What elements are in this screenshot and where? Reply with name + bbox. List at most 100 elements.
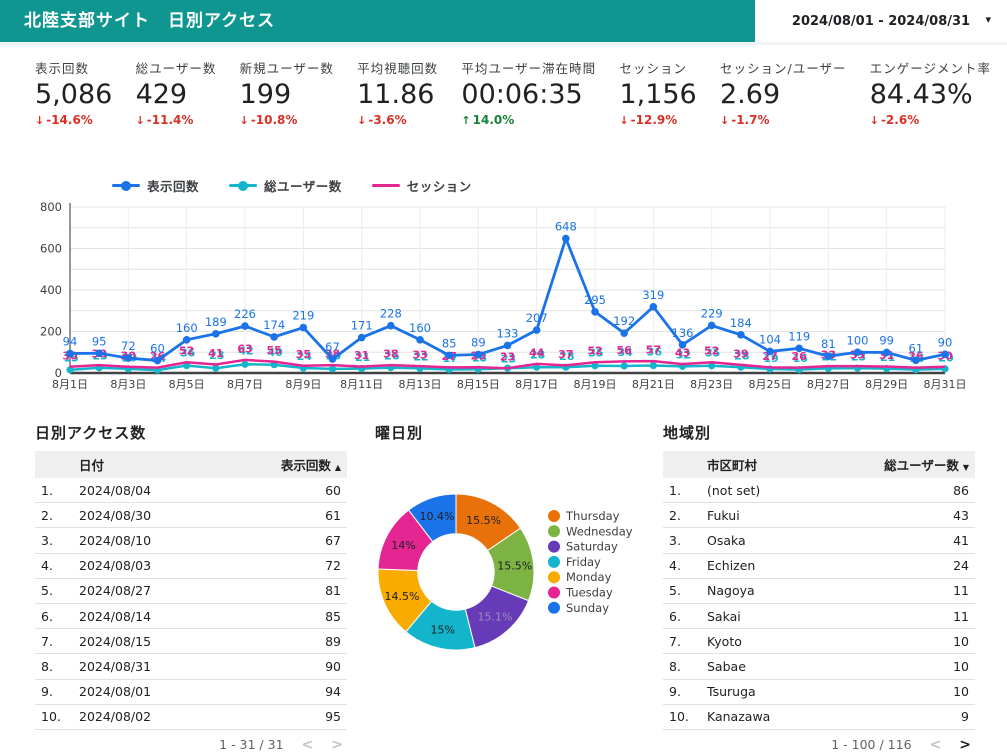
scorecard-delta: ↓ -1.7% — [720, 112, 770, 127]
svg-text:57: 57 — [646, 344, 661, 357]
prev-page-icon[interactable]: < — [929, 736, 942, 753]
table-row[interactable]: 3. 2024/08/10 67 — [35, 527, 347, 554]
legend-item[interactable]: 表示回数 — [112, 176, 199, 195]
svg-text:28: 28 — [559, 350, 574, 363]
svg-text:26: 26 — [384, 350, 400, 363]
scorecard-label: 総ユーザー数 — [135, 61, 217, 76]
donut-slice-label: 15.5% — [497, 560, 532, 573]
table-row[interactable]: 6. Sakai 11 — [663, 603, 975, 630]
table-row[interactable]: 10. Kanazawa 9 — [663, 704, 975, 730]
svg-text:63: 63 — [237, 342, 252, 355]
weekday-section: 曜日別 15.5% 15.5% 15.1% 15% 14.5% 14% 10.4% Thurs… — [375, 422, 675, 651]
pagination: 1 - 31 / 31 < > — [35, 737, 347, 753]
table-row[interactable]: 2. Fukui 43 — [663, 502, 975, 529]
row-index: 6. — [663, 603, 701, 630]
legend-item[interactable]: セッション — [371, 176, 472, 195]
svg-text:22: 22 — [413, 351, 428, 364]
arrow-down-icon: ↓ — [35, 113, 45, 127]
region-table: 市区町村 総ユーザー数 ▼ 1. (not set) 86 2. Fukui 43 3. Osaka… — [663, 451, 975, 753]
scorecard-label: 新規ユーザー数 — [239, 61, 334, 76]
next-page-icon[interactable]: > — [959, 736, 971, 753]
table-row[interactable]: 10. 2024/08/02 95 — [35, 704, 347, 730]
row-key: Kyoto — [701, 628, 821, 655]
table-row[interactable]: 2. 2024/08/30 61 — [35, 502, 347, 529]
table-row[interactable]: 1. (not set) 86 — [663, 478, 975, 504]
row-value: 11 — [820, 603, 975, 630]
row-index: 5. — [35, 578, 73, 604]
svg-text:52: 52 — [704, 345, 719, 358]
svg-text:94: 94 — [63, 334, 78, 348]
row-key: 2024/08/31 — [73, 653, 221, 680]
table-row[interactable]: 8. 2024/08/31 90 — [35, 653, 347, 680]
svg-text:67: 67 — [325, 340, 340, 354]
scorecard-value: 199 — [239, 79, 292, 110]
report-title: 北陸支部サイト 日別アクセス — [24, 11, 276, 31]
row-index: 7. — [663, 628, 701, 655]
scorecard-label: 表示回数 — [35, 61, 90, 76]
date-range-label: 2024/08/01 - 2024/08/31 — [791, 13, 971, 29]
donut-slice-label: 15.1% — [477, 610, 512, 623]
row-index: 8. — [35, 653, 73, 680]
table-row[interactable]: 4. 2024/08/03 72 — [35, 553, 347, 579]
row-value: 89 — [220, 628, 347, 655]
svg-text:200: 200 — [40, 325, 62, 339]
svg-text:34: 34 — [618, 346, 634, 359]
table-row[interactable]: 7. 2024/08/15 89 — [35, 628, 347, 655]
line-chart[interactable]: 0 200 400 600 800 8月1日 8月3日 8月5日 8月7日 8月9日 8月11日 8月… — [26, 196, 986, 396]
svg-text:33: 33 — [412, 349, 427, 362]
table-row[interactable]: 6. 2024/08/14 85 — [35, 603, 347, 630]
legend-item[interactable]: 総ユーザー数 — [229, 176, 342, 195]
daily-table-title: 日別アクセス数 — [35, 424, 147, 442]
column-header[interactable]: 日付 — [73, 451, 221, 478]
legend-label[interactable]: Thursday — [565, 509, 620, 523]
table-row[interactable]: 5. Nagoya 11 — [663, 578, 975, 604]
scorecard: 表示回数 5,086 ↓ -14.6% — [35, 58, 112, 127]
row-value: 10 — [820, 628, 975, 655]
svg-text:8月3日: 8月3日 — [110, 378, 146, 391]
scorecard-delta: ↓ -12.9% — [619, 112, 678, 127]
table-row[interactable]: 3. Osaka 41 — [663, 527, 975, 554]
row-value: 41 — [820, 527, 975, 554]
column-header-sorted[interactable]: 総ユーザー数 ▼ — [820, 451, 975, 478]
svg-text:207: 207 — [526, 311, 548, 325]
legend-label[interactable]: Saturday — [566, 540, 618, 554]
row-key: Tsuruga — [701, 679, 821, 705]
column-header[interactable]: 市区町村 — [701, 451, 821, 478]
next-page-icon[interactable]: > — [331, 736, 343, 753]
table-row[interactable]: 4. Echizen 24 — [663, 553, 975, 579]
svg-text:8月7日: 8月7日 — [227, 378, 263, 391]
scorecard-delta: ↓ -3.6% — [357, 112, 407, 127]
row-key: Kanazawa — [701, 704, 821, 730]
svg-text:400: 400 — [40, 283, 62, 297]
table-row[interactable]: 9. Tsuruga 10 — [663, 679, 975, 705]
legend-label[interactable]: Monday — [566, 570, 612, 584]
legend-dot-icon — [548, 555, 560, 568]
svg-text:40: 40 — [268, 346, 284, 359]
legend-label[interactable]: Tuesday — [565, 586, 613, 600]
legend-swatch-icon — [371, 184, 400, 187]
table-row[interactable]: 8. Sabae 10 — [663, 653, 975, 680]
row-index: 2. — [35, 502, 73, 529]
donut-slice[interactable] — [407, 493, 457, 543]
scorecard: 平均視聴回数 11.86 ↓ -3.6% — [357, 58, 438, 127]
sort-asc-icon: ▲ — [334, 463, 341, 472]
table-row[interactable]: 1. 2024/08/04 60 — [35, 478, 347, 504]
legend-label[interactable]: Wednesday — [566, 524, 633, 538]
scorecard: エンゲージメント率 84.43% ↓ -2.6% — [870, 58, 991, 127]
legend-label: セッション — [406, 179, 472, 194]
table-row[interactable]: 5. 2024/08/27 81 — [35, 578, 347, 604]
legend-swatch-icon — [229, 180, 258, 191]
table-row[interactable]: 9. 2024/08/01 94 — [35, 679, 347, 705]
svg-text:8月19日: 8月19日 — [574, 378, 617, 391]
svg-text:171: 171 — [351, 319, 373, 333]
column-header-sorted[interactable]: 表示回数 ▲ — [220, 451, 347, 478]
legend-dot-icon — [548, 571, 560, 584]
svg-text:8月11日: 8月11日 — [340, 378, 383, 391]
weekday-donut-chart[interactable]: 15.5% 15.5% 15.1% 15% 14.5% 14% 10.4% ThursdayW… — [366, 480, 686, 670]
legend-label[interactable]: Friday — [566, 555, 601, 569]
date-range-selector[interactable]: 2024/08/01 - 2024/08/31 ▾ — [755, 0, 1007, 42]
prev-page-icon[interactable]: < — [301, 736, 314, 753]
legend-label[interactable]: Sunday — [566, 601, 609, 615]
table-row[interactable]: 7. Kyoto 10 — [663, 628, 975, 655]
